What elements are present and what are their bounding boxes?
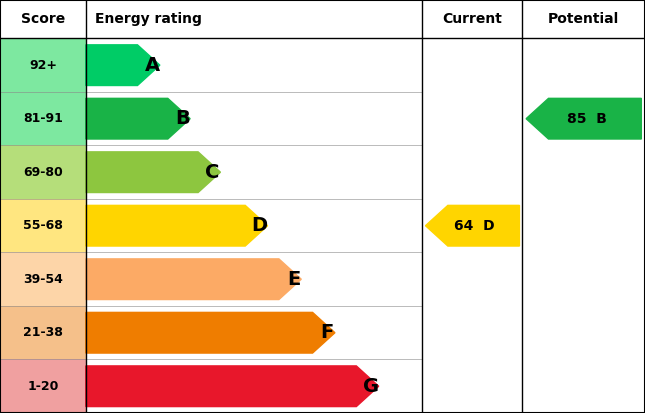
Polygon shape xyxy=(426,205,519,246)
Text: D: D xyxy=(252,216,268,235)
Text: 64  D: 64 D xyxy=(455,219,495,233)
Bar xyxy=(0,92,86,145)
Text: 39-54: 39-54 xyxy=(23,273,63,286)
Text: 81-91: 81-91 xyxy=(23,112,63,125)
Bar xyxy=(0,359,86,413)
Text: 85  B: 85 B xyxy=(567,112,606,126)
Polygon shape xyxy=(526,98,641,139)
Text: B: B xyxy=(175,109,190,128)
Text: 69-80: 69-80 xyxy=(23,166,63,179)
Text: G: G xyxy=(363,377,379,396)
Bar xyxy=(0,145,86,199)
Polygon shape xyxy=(86,152,221,192)
Text: 1-20: 1-20 xyxy=(27,380,59,393)
Bar xyxy=(0,306,86,359)
Polygon shape xyxy=(86,259,301,299)
Text: F: F xyxy=(321,323,333,342)
Text: E: E xyxy=(287,270,300,289)
Text: Energy rating: Energy rating xyxy=(95,12,203,26)
Text: 55-68: 55-68 xyxy=(23,219,63,232)
Text: C: C xyxy=(206,163,220,182)
Polygon shape xyxy=(86,205,268,246)
Polygon shape xyxy=(86,312,335,353)
Bar xyxy=(0,38,86,92)
Bar xyxy=(0,252,86,306)
Text: Potential: Potential xyxy=(548,12,619,26)
Bar xyxy=(0,199,86,252)
Text: Score: Score xyxy=(21,12,65,26)
Polygon shape xyxy=(86,366,379,406)
Text: 92+: 92+ xyxy=(29,59,57,72)
Text: Current: Current xyxy=(442,12,502,26)
Polygon shape xyxy=(86,45,160,85)
Text: A: A xyxy=(144,56,159,75)
Polygon shape xyxy=(86,98,190,139)
Text: 21-38: 21-38 xyxy=(23,326,63,339)
